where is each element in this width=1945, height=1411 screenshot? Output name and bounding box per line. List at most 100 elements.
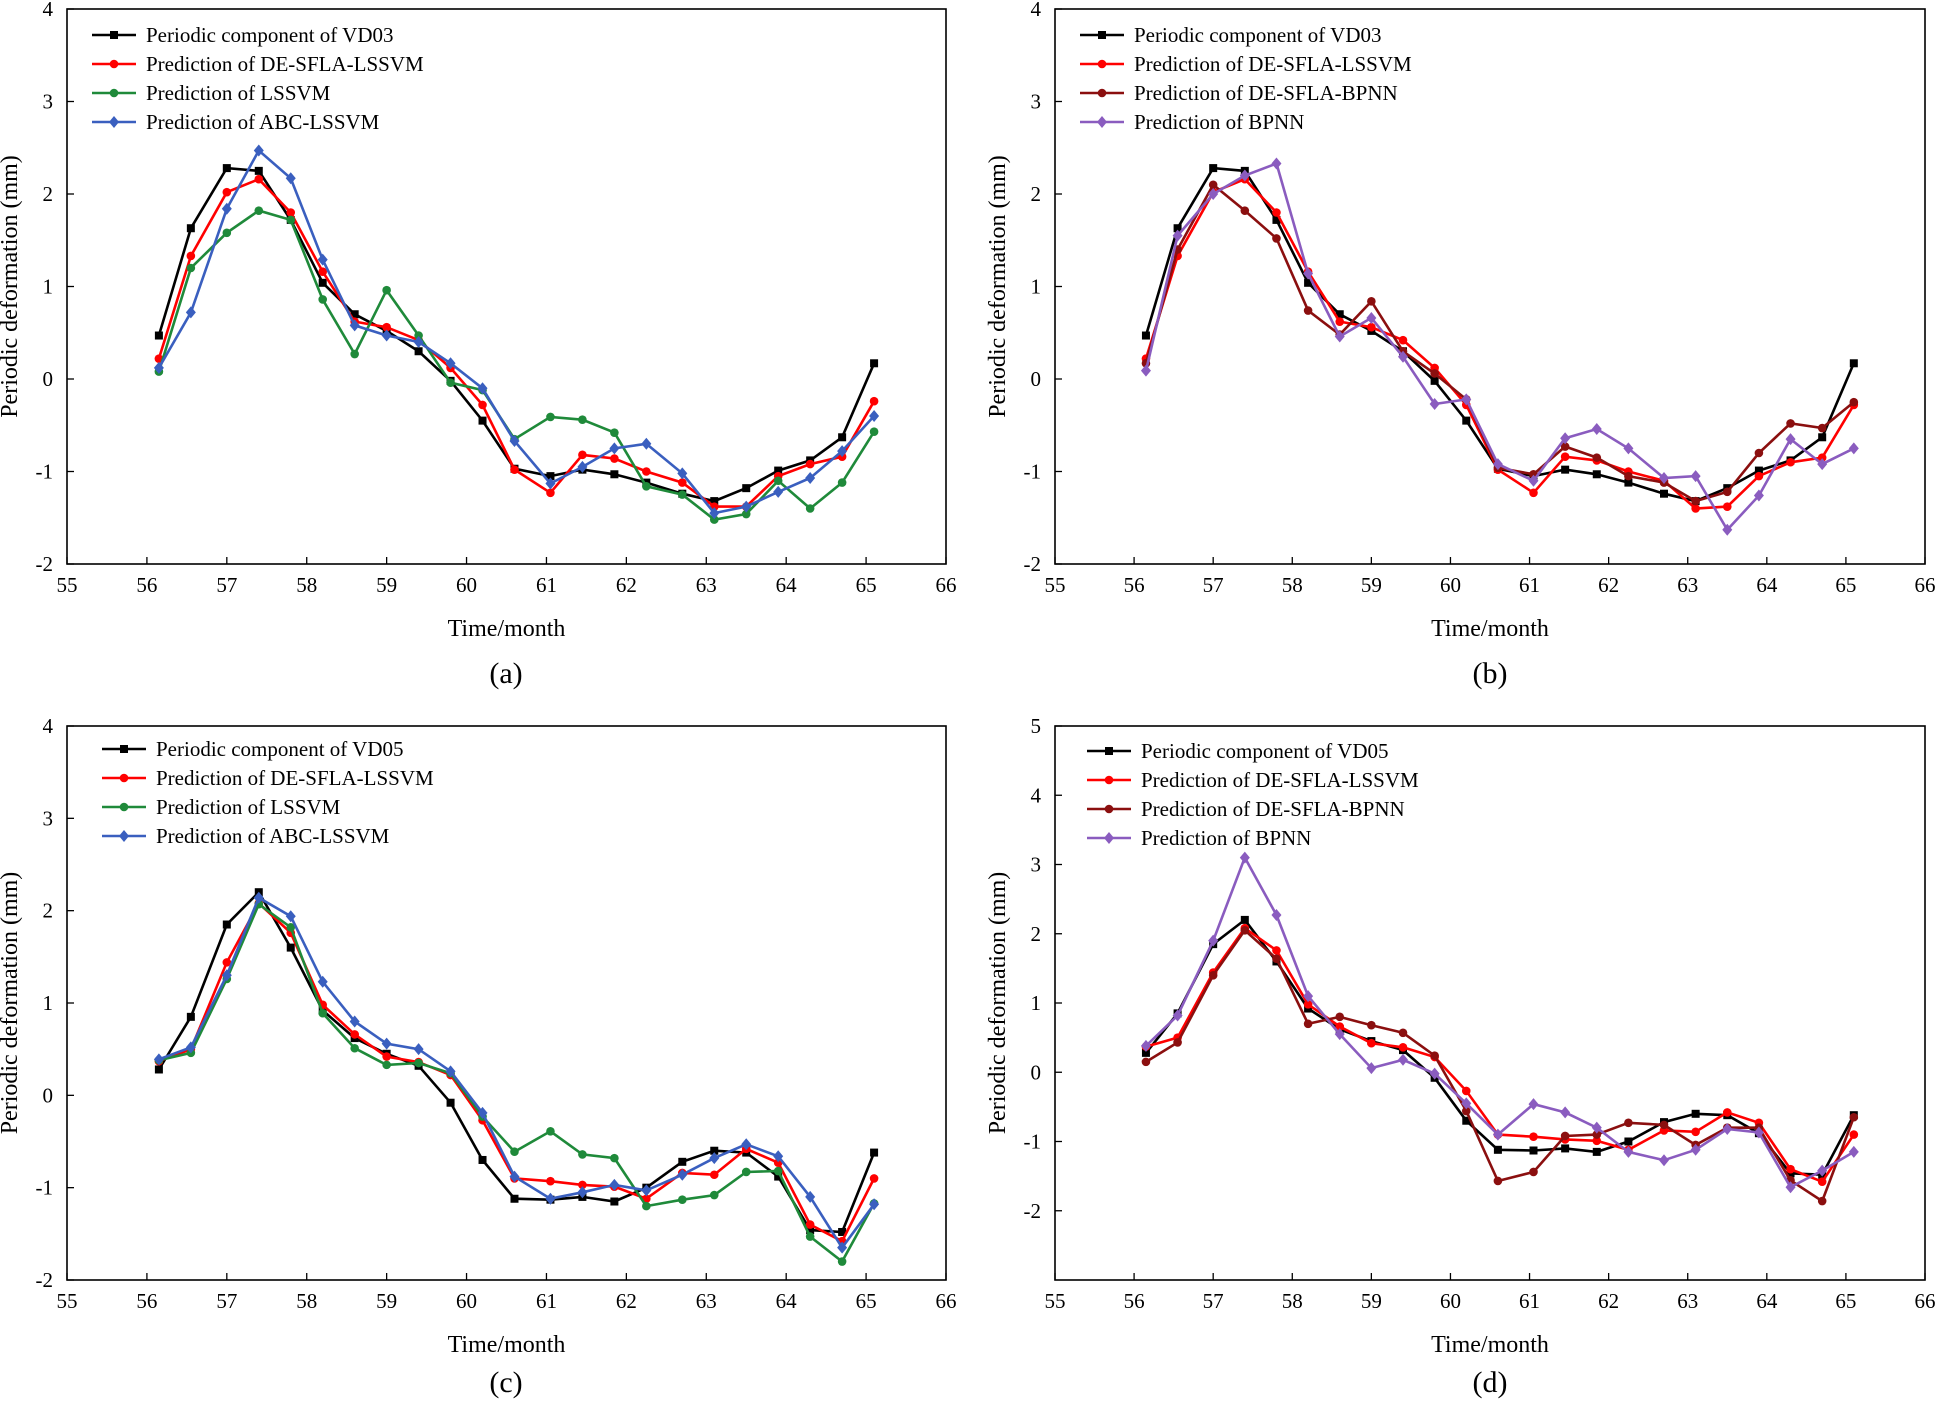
y-tick-label: 0 (1031, 367, 1042, 391)
data-point (1335, 1022, 1345, 1031)
y-tick-label: 4 (43, 0, 54, 21)
data-point (185, 1041, 196, 1054)
data-point (870, 359, 879, 368)
data-point (678, 1195, 687, 1204)
data-point (1334, 330, 1345, 343)
legend-entry: Prediction of ABC-LSSVM (92, 110, 380, 134)
legend-marker (119, 773, 129, 783)
legend-label: Prediction of DE-SFLA-BPNN (1134, 81, 1398, 105)
legend-entry: Prediction of DE-SFLA-BPNN (1080, 81, 1398, 105)
chart-panel-c: 55 56 57 58 59 60 61 62 63 64 65 66 -2 -1 0 1 2 3 4 Time/mo… (0, 714, 957, 1399)
data-point (1848, 1145, 1859, 1158)
data-point (1272, 234, 1281, 243)
series-bpnn (1140, 851, 1859, 1194)
data-point (1208, 188, 1219, 200)
data-point (642, 467, 651, 476)
data-point (1172, 229, 1183, 242)
legend-marker (1104, 775, 1114, 785)
data-point (678, 490, 687, 499)
data-point (286, 943, 295, 952)
x-tick-label: 56 (136, 573, 157, 597)
legend-marker (1105, 747, 1113, 755)
data-point (805, 471, 816, 484)
y-tick-label: 3 (43, 806, 54, 830)
data-point (869, 427, 879, 437)
data-point (741, 509, 751, 519)
legend-label: Prediction of DE-SFLA-LSSVM (1141, 768, 1419, 792)
data-point (1754, 448, 1764, 458)
data-point (1462, 416, 1471, 425)
x-tick-label: 55 (57, 573, 78, 597)
data-point (477, 1106, 488, 1119)
legend-marker (119, 802, 129, 812)
data-point (1141, 331, 1150, 340)
chart-panel-a: 55 56 57 58 59 60 61 62 63 64 65 66 -2 -1 0 1 2 3 4 Time/mo… (0, 0, 957, 690)
data-point (577, 1186, 588, 1199)
y-tick-label: 1 (1031, 275, 1042, 299)
data-point (1817, 1164, 1828, 1177)
x-axis-title: Time/month (448, 1332, 566, 1358)
legend-marker (109, 88, 119, 98)
data-point (1691, 1109, 1700, 1118)
data-point (805, 1190, 816, 1203)
data-point (1817, 1196, 1827, 1206)
data-point (382, 285, 391, 295)
x-tick-label: 65 (856, 1289, 877, 1313)
data-point (1592, 470, 1601, 479)
legend-entry: Prediction of BPNN (1087, 826, 1311, 850)
data-point (710, 1146, 719, 1155)
data-point (1529, 488, 1538, 498)
data-point (1303, 1019, 1313, 1029)
legend-marker (110, 31, 118, 39)
x-tick-label: 56 (136, 1289, 157, 1313)
data-point (510, 1194, 519, 1203)
data-point (382, 1060, 391, 1070)
data-point (349, 1015, 360, 1028)
data-point (1529, 1132, 1538, 1141)
x-tick-label: 57 (1203, 1289, 1224, 1313)
data-point (1240, 915, 1249, 924)
data-point (1272, 208, 1281, 217)
data-point (253, 891, 264, 904)
data-point (741, 1167, 751, 1177)
x-tick-label: 64 (776, 1289, 798, 1313)
x-tick-label: 61 (1519, 573, 1540, 597)
data-point (222, 958, 232, 967)
y-tick-label: -2 (36, 552, 54, 576)
legend-marker (1104, 804, 1114, 814)
data-point (641, 437, 652, 450)
data-point (413, 1043, 424, 1056)
legend-label: Prediction of ABC-LSSVM (156, 824, 390, 848)
legend-label: Prediction of BPNN (1134, 110, 1304, 134)
panel-label: (b) (1473, 657, 1508, 690)
series-line (158, 902, 876, 1264)
data-point (1817, 458, 1828, 471)
series-abc_lssvm (153, 144, 880, 520)
data-point (1367, 297, 1376, 306)
data-point (1430, 376, 1439, 385)
data-point (1624, 478, 1633, 487)
legend-marker (109, 116, 119, 128)
data-point (578, 1180, 587, 1190)
y-tick-label: 4 (1031, 783, 1042, 807)
legend-label: Prediction of DE-SFLA-LSSVM (156, 766, 434, 790)
y-tick-label: 2 (1031, 182, 1042, 206)
y-tick-label: 1 (43, 991, 54, 1015)
data-point (478, 400, 487, 410)
data-point (1208, 934, 1219, 947)
x-tick-label: 62 (616, 1289, 637, 1313)
x-tick-label: 66 (936, 1289, 957, 1313)
data-point (1173, 1038, 1182, 1047)
data-point (1366, 1062, 1377, 1075)
data-point (1462, 1116, 1471, 1125)
data-point (154, 331, 163, 340)
data-point (286, 208, 296, 217)
x-tick-label: 61 (536, 573, 557, 597)
x-tick-label: 58 (1282, 573, 1303, 597)
data-point (1208, 180, 1218, 190)
y-tick-label: -1 (36, 1176, 54, 1200)
data-point (1303, 267, 1314, 280)
legend-entry: Prediction of LSSVM (92, 81, 331, 105)
data-point (1172, 1009, 1183, 1022)
data-point (350, 1030, 359, 1039)
